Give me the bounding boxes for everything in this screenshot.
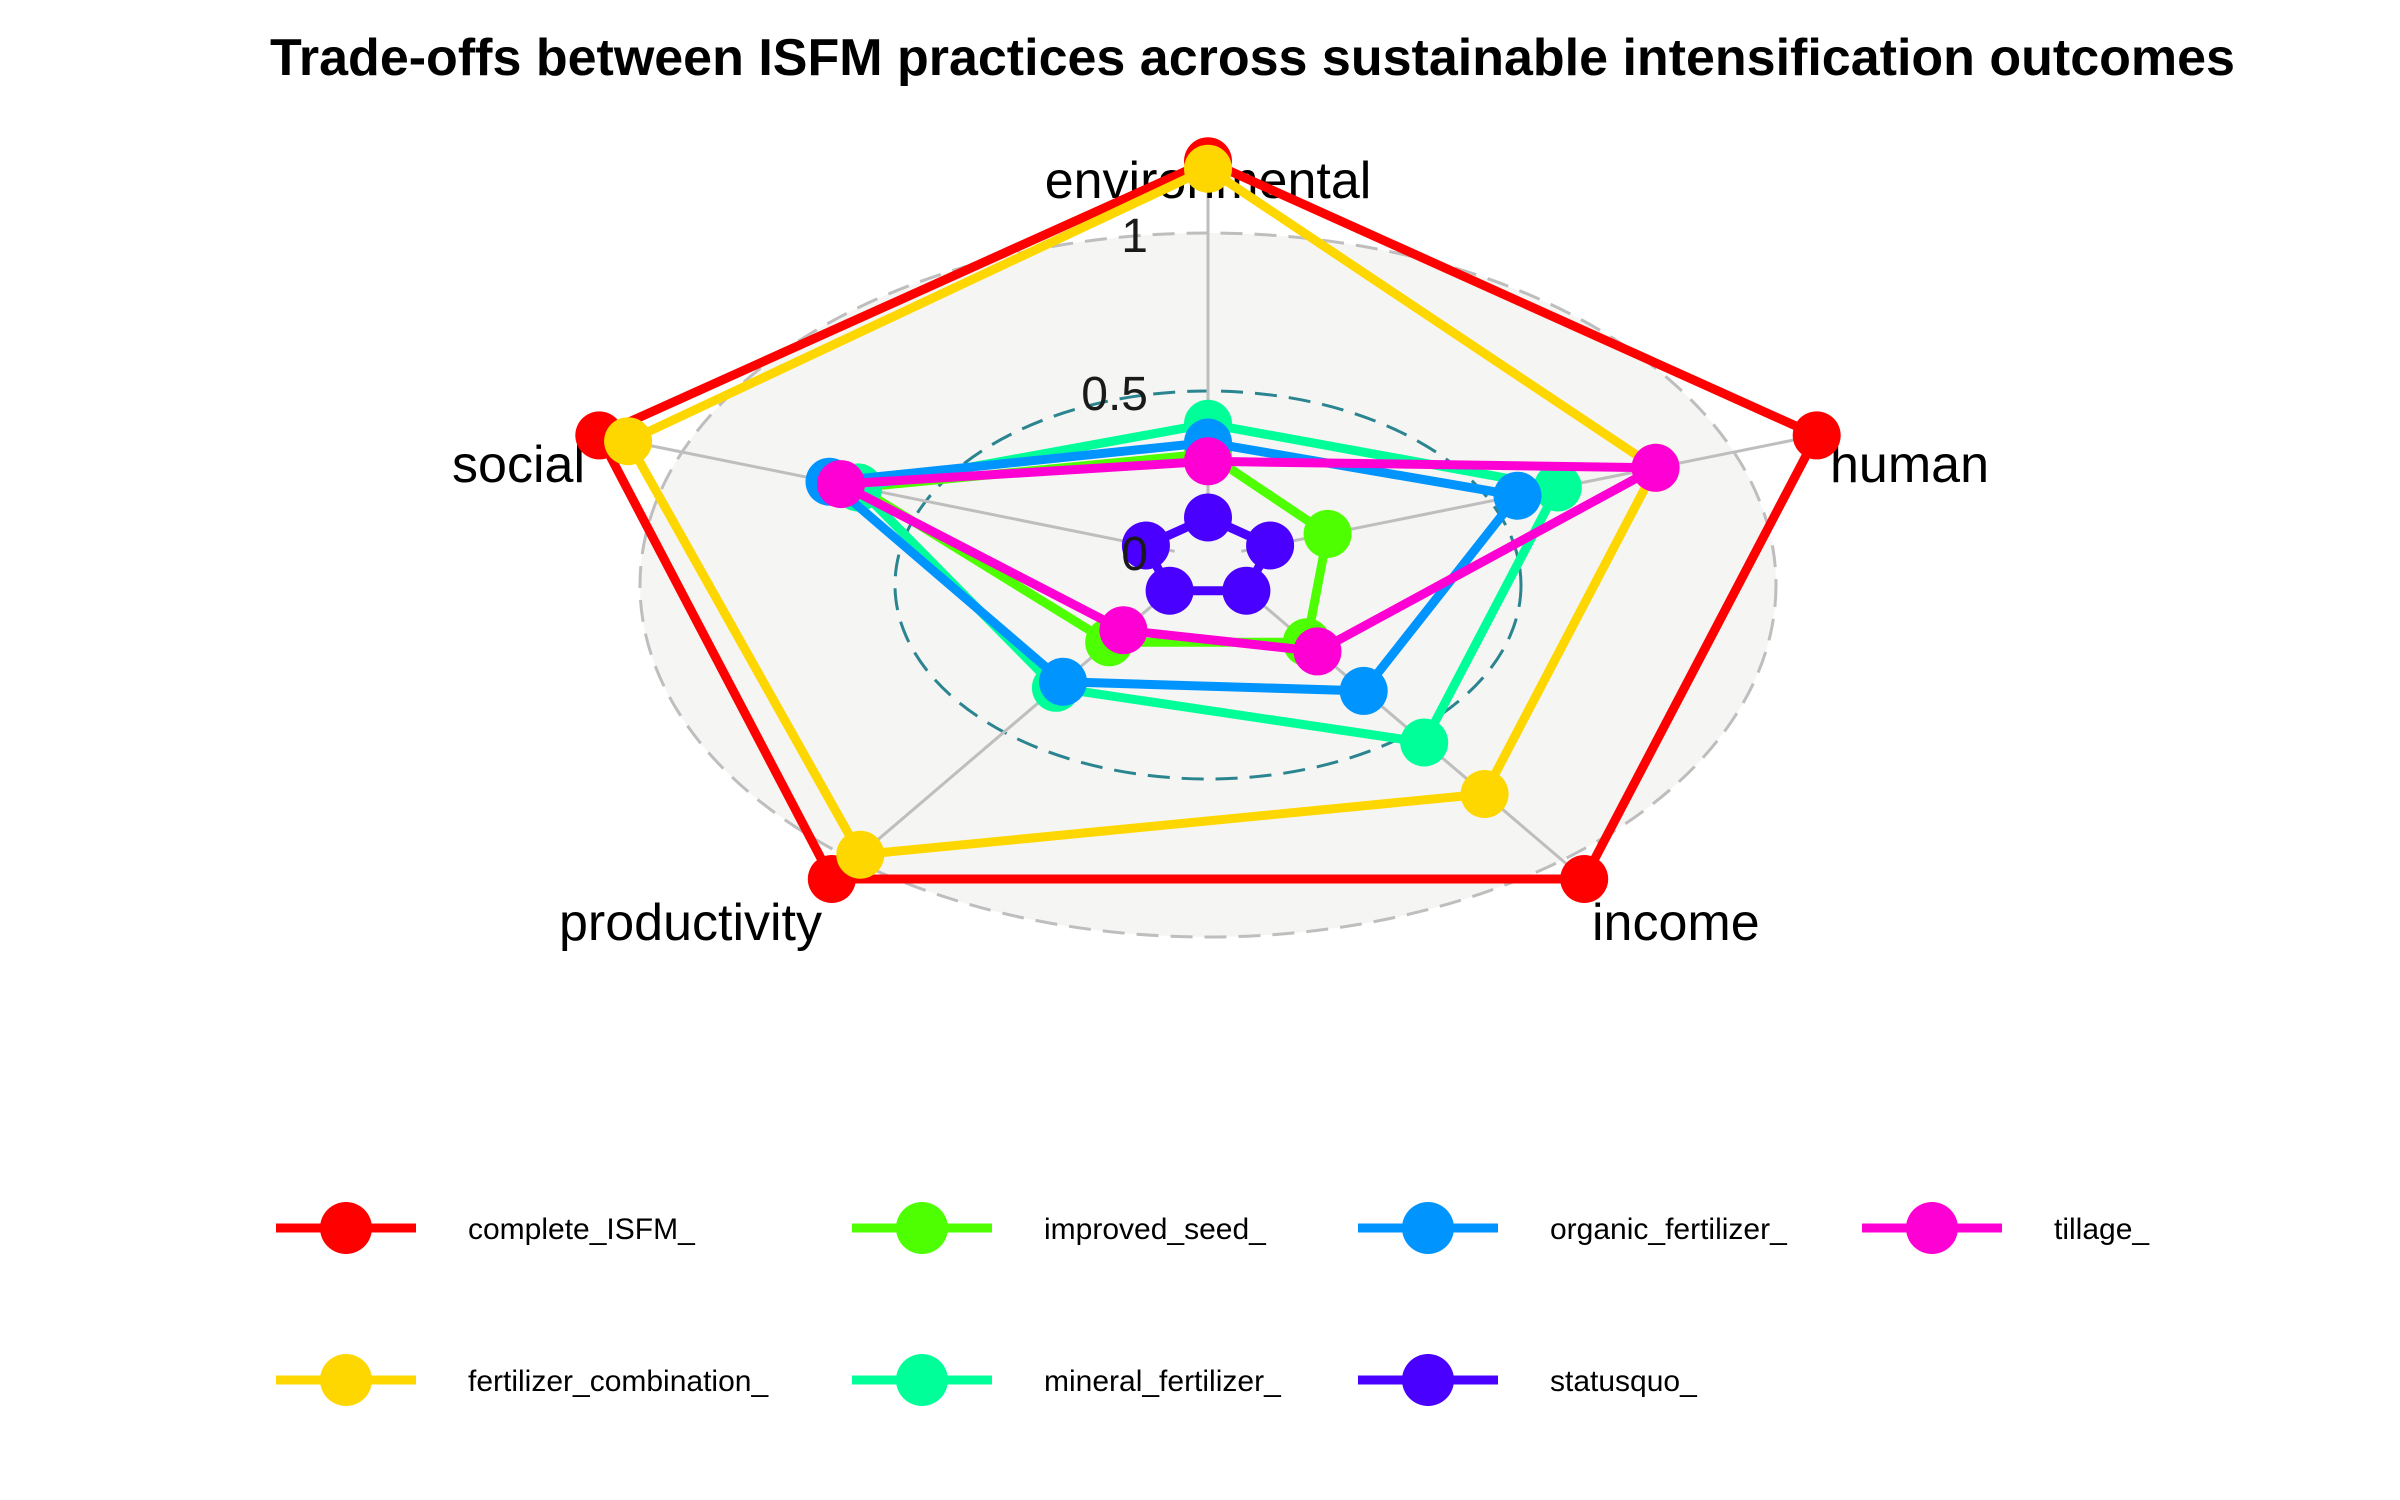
legend-swatch-dot xyxy=(1402,1202,1454,1254)
series-line xyxy=(593,156,1823,884)
series-tillage xyxy=(817,437,1680,676)
data-point-productivity xyxy=(836,830,885,879)
data-point-social xyxy=(604,417,653,466)
data-point-environmental xyxy=(1184,144,1232,193)
data-point-productivity xyxy=(1099,606,1148,655)
series-statusquo xyxy=(1121,493,1295,615)
legend-label: fertilizer_combination_ xyxy=(468,1365,769,1398)
series-layer xyxy=(575,137,1841,903)
axis-label-productivity: productivity xyxy=(559,894,822,952)
legend-item: statusquo_ xyxy=(1358,1354,1698,1406)
radial-tick-labels: 0 0.5 1 xyxy=(1081,210,1148,581)
legend-swatch-dot xyxy=(1906,1202,1958,1254)
axis-label-human: human xyxy=(1830,436,1989,494)
data-point-environmental xyxy=(1184,437,1232,486)
data-point-income xyxy=(1293,627,1342,676)
data-point-income xyxy=(1339,666,1388,715)
legend-label: organic_fertilizer_ xyxy=(1550,1213,1788,1246)
data-point-human xyxy=(1792,411,1841,460)
legend-swatch-dot xyxy=(896,1354,948,1406)
legend-label: statusquo_ xyxy=(1550,1365,1698,1398)
data-point-human xyxy=(1303,509,1352,558)
legend-label: mineral_fertilizer_ xyxy=(1044,1365,1282,1398)
tick-label-0.5: 0.5 xyxy=(1081,368,1148,421)
legend-item: fertilizer_combination_ xyxy=(276,1354,769,1406)
series-line xyxy=(824,456,1673,657)
data-point-income xyxy=(1560,855,1609,903)
legend-label: tillage_ xyxy=(2054,1213,2150,1246)
chart-title: Trade-offs between ISFM practices across… xyxy=(270,29,2235,87)
data-point-human xyxy=(1533,463,1582,512)
data-point-human xyxy=(1631,443,1680,492)
legend-label: improved_seed_ xyxy=(1044,1213,1267,1246)
axis-label-social: social xyxy=(452,436,585,494)
data-point-income xyxy=(1400,718,1449,767)
legend-item: tillage_ xyxy=(1862,1202,2150,1254)
data-point-human xyxy=(1493,471,1542,520)
legend-swatch-dot xyxy=(320,1354,372,1406)
legend-swatch-dot xyxy=(320,1202,372,1254)
legend-item: organic_fertilizer_ xyxy=(1358,1202,1788,1254)
axis-spoke-social xyxy=(599,433,1176,553)
data-point-social xyxy=(1121,521,1170,570)
legend-label: complete_ISFM_ xyxy=(468,1213,696,1246)
data-point-social xyxy=(817,460,865,509)
legend: complete_ISFM_ fertilizer_combination_ imp… xyxy=(276,1202,2150,1406)
series-line xyxy=(818,437,1526,696)
legend-swatch-dot xyxy=(1402,1354,1454,1406)
data-point-income xyxy=(1222,566,1271,615)
legend-item: complete_ISFM_ xyxy=(276,1202,696,1254)
tick-label-0: 0 xyxy=(1121,528,1148,581)
legend-item: mineral_fertilizer_ xyxy=(852,1354,1282,1406)
legend-item: improved_seed_ xyxy=(852,1202,1267,1254)
data-point-income xyxy=(1460,770,1509,818)
data-point-human xyxy=(1246,521,1295,570)
data-point-environmental xyxy=(1184,493,1232,542)
data-point-productivity xyxy=(1145,566,1194,615)
legend-swatch-dot xyxy=(896,1202,948,1254)
data-point-productivity xyxy=(1039,657,1087,706)
axis-label-income: income xyxy=(1592,894,1760,952)
series-line xyxy=(621,163,1662,860)
tick-label-1: 1 xyxy=(1121,210,1148,263)
